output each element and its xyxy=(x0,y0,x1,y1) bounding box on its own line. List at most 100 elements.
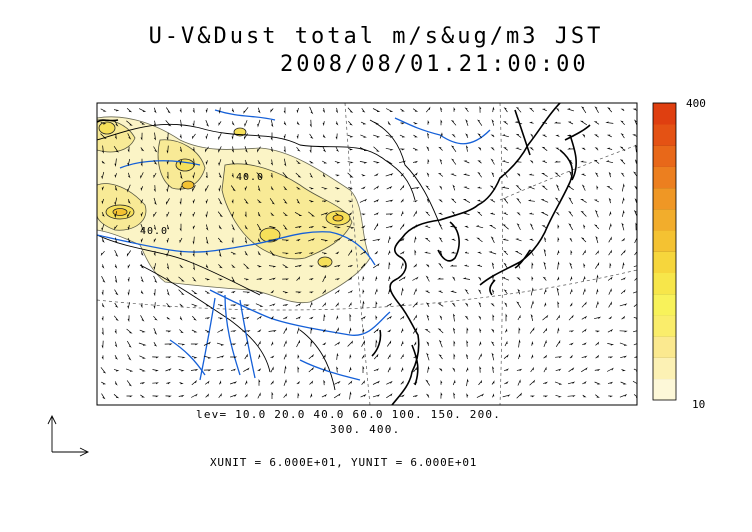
wind-arrow xyxy=(308,238,315,242)
wind-arrow xyxy=(321,239,329,242)
wind-arrow xyxy=(594,316,602,320)
wind-arrow xyxy=(414,236,417,243)
wind-arrow xyxy=(605,121,614,124)
wind-arrow xyxy=(217,291,224,294)
wind-arrow xyxy=(634,198,637,203)
wind-arrow xyxy=(231,211,234,218)
wind-arrow xyxy=(479,105,482,113)
wind-arrow xyxy=(140,394,145,398)
wind-arrow xyxy=(488,251,497,255)
wind-arrow xyxy=(335,121,339,126)
wind-arrow xyxy=(619,330,628,333)
wind-arrow xyxy=(634,250,637,256)
wind-arrow xyxy=(218,121,222,126)
wind-arrow xyxy=(452,313,456,322)
wind-arrow xyxy=(427,366,430,373)
wind-arrow xyxy=(411,186,420,190)
wind-arrow xyxy=(140,381,146,385)
wind-arrow xyxy=(179,303,184,307)
wind-arrow xyxy=(595,250,599,255)
wind-arrow xyxy=(140,315,145,322)
wind-arrow xyxy=(310,340,313,347)
wind-arrow xyxy=(153,197,157,206)
wind-arrow xyxy=(101,211,105,217)
wind-arrow xyxy=(100,367,107,374)
wind-arrow xyxy=(609,210,612,216)
wind-arrow xyxy=(257,146,261,153)
wind-arrow xyxy=(594,369,601,372)
wind-arrow xyxy=(555,356,563,359)
wind-arrow xyxy=(594,106,599,113)
contour-label: 40.0 xyxy=(236,172,264,183)
wind-arrow xyxy=(515,133,522,138)
wind-arrow xyxy=(594,172,599,177)
wind-arrow xyxy=(282,291,289,294)
wind-arrow xyxy=(231,133,234,140)
wind-arrow xyxy=(412,108,419,112)
wind-arrow xyxy=(230,304,237,307)
wind-arrow xyxy=(555,394,562,398)
wind-arrow xyxy=(139,329,146,333)
wind-arrow xyxy=(504,340,508,347)
contour-label: 40.0 xyxy=(140,226,168,237)
wind-arrow xyxy=(309,200,315,203)
wind-arrow xyxy=(295,225,302,229)
wind-arrow xyxy=(100,250,105,257)
wind-arrow xyxy=(569,262,573,269)
wind-arrow xyxy=(296,186,301,190)
wind-arrow xyxy=(257,368,262,372)
wind-arrow xyxy=(465,133,469,138)
wind-arrow xyxy=(362,289,365,294)
wind-arrow xyxy=(229,394,237,398)
wind-arrow xyxy=(529,327,535,334)
wind-arrow xyxy=(192,185,196,193)
wind-arrow xyxy=(203,341,211,346)
wind-arrow xyxy=(257,329,262,333)
wind-arrow xyxy=(322,108,326,114)
wind-arrow xyxy=(333,393,341,399)
wind-arrow xyxy=(633,209,637,218)
wind-arrow xyxy=(166,132,169,141)
wind-arrow xyxy=(166,316,171,320)
wind-arrow xyxy=(491,172,495,178)
wind-arrow xyxy=(283,158,287,167)
wind-arrow xyxy=(528,212,534,215)
wind-arrow xyxy=(581,355,588,359)
wind-arrow xyxy=(347,290,353,294)
wind-arrow xyxy=(270,186,274,191)
wind-arrow xyxy=(516,277,521,281)
wind-arrow xyxy=(349,354,352,359)
wind-arrow xyxy=(153,251,156,257)
wind-arrow xyxy=(204,146,209,153)
wind-arrow xyxy=(243,263,250,269)
wind-arrow xyxy=(582,288,586,295)
wind-arrow xyxy=(620,289,626,294)
wind-arrow xyxy=(322,354,326,359)
wind-arrow xyxy=(622,197,625,204)
wind-arrow xyxy=(528,173,535,176)
wind-arrow xyxy=(179,329,184,334)
wind-arrow xyxy=(595,341,600,346)
wind-arrow xyxy=(270,119,274,128)
wind-arrow xyxy=(596,274,599,283)
wind-arrow xyxy=(374,288,378,295)
wind-arrow xyxy=(348,264,354,268)
wind-arrow xyxy=(361,213,366,216)
wind-arrow xyxy=(531,340,534,346)
wind-arrow xyxy=(362,275,365,281)
wind-arrow xyxy=(400,237,405,242)
wind-arrow xyxy=(349,366,352,373)
wind-arrow xyxy=(243,107,249,114)
wind-arrow xyxy=(596,288,599,295)
wind-arrow xyxy=(309,301,313,308)
wind-arrow xyxy=(153,275,158,283)
wind-arrow xyxy=(373,353,379,360)
wind-arrow xyxy=(515,147,522,151)
wind-arrow xyxy=(413,134,418,138)
wind-arrow xyxy=(620,132,625,139)
wind-arrow xyxy=(164,343,173,346)
wind-arrow xyxy=(554,197,561,204)
wind-arrow xyxy=(321,265,328,268)
wind-arrow xyxy=(114,158,117,167)
wind-arrow xyxy=(347,172,354,178)
